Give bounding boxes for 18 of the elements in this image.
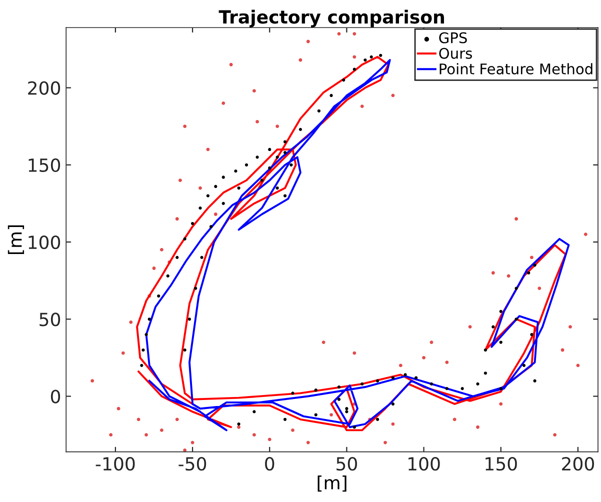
legend-label: Ours	[439, 48, 472, 59]
legend-label: GPS	[439, 32, 467, 44]
x-tick-label: 200	[562, 456, 594, 471]
x-tick-label: 0	[265, 456, 274, 471]
x-tick-label: -100	[96, 456, 135, 471]
chart-title: Trajectory comparison	[218, 10, 444, 28]
x-axis-title: [m]	[318, 476, 346, 492]
y-tick-label: 100	[28, 235, 60, 250]
x-tick-label: 100	[408, 456, 440, 471]
x-tick-label: 50	[336, 456, 357, 471]
x-tick-label: 150	[486, 456, 517, 471]
legend-label: Point Feature Method	[440, 63, 592, 74]
y-tick-label: 150	[28, 158, 60, 172]
x-tick-label: -50	[178, 456, 206, 471]
y-tick-label: 50	[40, 312, 60, 326]
y-tick-label: 200	[28, 81, 60, 95]
y-tick-label: 0	[50, 390, 60, 404]
y-axis-title: [m]	[8, 225, 24, 254]
